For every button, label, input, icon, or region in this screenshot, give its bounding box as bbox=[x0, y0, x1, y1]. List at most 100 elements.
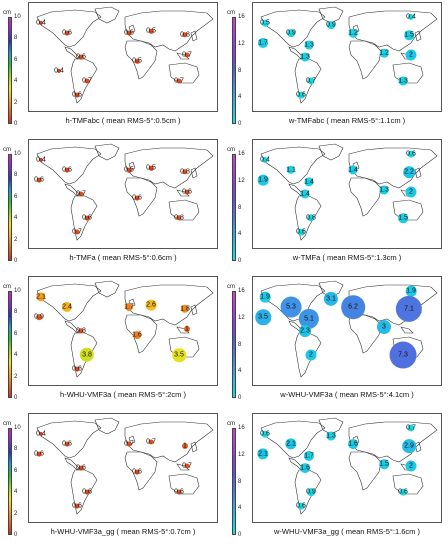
station-marker bbox=[176, 215, 182, 221]
station-value-label: 2.6 bbox=[146, 301, 156, 309]
continent-outline bbox=[318, 6, 344, 24]
station-marker bbox=[305, 349, 317, 361]
continent-outline bbox=[168, 199, 200, 221]
colorbar-gradient bbox=[8, 17, 12, 124]
continent-outline bbox=[176, 463, 190, 471]
station-marker bbox=[403, 166, 415, 178]
station-marker bbox=[297, 91, 305, 99]
station-value-label: 0.6 bbox=[62, 29, 72, 37]
continent-outline bbox=[348, 177, 382, 217]
station-value-label: 1.8 bbox=[180, 305, 190, 313]
continent-outline bbox=[260, 146, 326, 185]
continent-outline bbox=[318, 143, 344, 161]
station-value-label: 1.6 bbox=[300, 464, 310, 472]
station-value-label: 0.8 bbox=[174, 214, 184, 222]
station-value-label: 1.9 bbox=[258, 176, 268, 184]
world-map: 1.9 5.3 3.1 1.9 3.5 5.1 6.2 7.1 3 2.3 2 7.3 bbox=[252, 276, 442, 386]
station-value-label: 6.2 bbox=[348, 303, 358, 311]
station-value-label: 0.6 bbox=[72, 502, 82, 510]
colorbar-tick-label: 16 bbox=[238, 425, 245, 431]
station-value-label: 2 bbox=[309, 351, 313, 359]
station-marker bbox=[398, 76, 408, 86]
station-marker bbox=[379, 48, 389, 58]
station-value-label: 0.6 bbox=[132, 468, 142, 476]
colorbar-tick-label: 0 bbox=[238, 395, 242, 401]
station-value-label: 2.1 bbox=[36, 293, 46, 301]
station-marker bbox=[64, 30, 70, 36]
station-marker bbox=[176, 78, 182, 84]
station-marker bbox=[78, 191, 84, 197]
continent-outline bbox=[190, 441, 198, 453]
panel-caption: w-WHU-VMF3a_gg ( mean RMS-5°:1.6cm ) bbox=[274, 527, 420, 536]
station-value-label: 0.6 bbox=[260, 430, 270, 438]
station-value-label: 1.1 bbox=[286, 166, 296, 174]
station-value-label: 0.6 bbox=[296, 502, 306, 510]
colorbar-tick-label: 8 bbox=[14, 309, 18, 316]
station-value-label: 3.5 bbox=[174, 351, 184, 359]
station-value-label: 0.4 bbox=[260, 156, 270, 164]
station-marker bbox=[348, 439, 358, 449]
continent-outline bbox=[176, 189, 190, 197]
station-value-label: 0.6 bbox=[76, 53, 86, 61]
colorbar-unit-label: cm bbox=[227, 147, 235, 153]
colorbar-tick-label: 8 bbox=[238, 67, 242, 74]
continent-outline bbox=[94, 280, 120, 298]
station-marker bbox=[124, 302, 134, 312]
station-value-label: 1.3 bbox=[379, 186, 389, 194]
continent-outline bbox=[124, 147, 214, 189]
continent-outline bbox=[414, 441, 422, 453]
continent-outline bbox=[94, 143, 120, 161]
station-marker bbox=[36, 177, 42, 183]
panel-caption: h-WHU-VMF3a ( mean RMS-5°:2cm ) bbox=[60, 390, 186, 399]
station-value-label: 0.7 bbox=[76, 190, 86, 198]
continent-outline bbox=[414, 30, 422, 42]
station-marker bbox=[38, 431, 44, 437]
colorbar-tick-label: 8 bbox=[238, 204, 242, 211]
continent-outline bbox=[124, 451, 158, 491]
panel-h-whu-vmf3a-gg: cm 10 8 6 4 2 0 0.4 0.6 0.7 0.7 1 0.6 0.6 0.6 0.7 0.6 0.6… bbox=[0, 411, 224, 548]
colorbar: cm 16 12 8 4 0 bbox=[227, 10, 249, 127]
station-value-label: 7.1 bbox=[404, 305, 414, 313]
station-marker bbox=[184, 189, 190, 195]
colorbar-tick-label: 8 bbox=[238, 478, 242, 485]
station-marker bbox=[126, 167, 132, 173]
station-marker bbox=[134, 195, 140, 201]
station-value-label: 0.8 bbox=[306, 214, 316, 222]
station-marker bbox=[184, 52, 190, 58]
colorbar-tick-label: 10 bbox=[14, 14, 21, 20]
station-marker bbox=[64, 441, 70, 447]
colorbar-tick-label: 2 bbox=[14, 373, 18, 380]
station-marker bbox=[300, 189, 310, 199]
station-marker bbox=[379, 185, 389, 195]
station-value-label: 2.3 bbox=[300, 327, 310, 335]
continent-outline bbox=[348, 451, 382, 491]
colorbar-tick-label: 0 bbox=[14, 395, 18, 401]
continent-outline bbox=[294, 58, 322, 104]
world-map: 0.5 0.9 0.9 0.4 1.7 1.3 1.2 1.5 1.3 1.2 2 0.7 1.3 0.6 bbox=[252, 2, 442, 112]
panel-caption: h-TMFabc ( mean RMS-5°:0.5cm ) bbox=[65, 116, 181, 125]
station-value-label: 1 bbox=[185, 325, 189, 333]
station-marker bbox=[134, 469, 140, 475]
station-value-label: 1.7 bbox=[258, 39, 268, 47]
station-marker bbox=[78, 328, 84, 334]
colorbar-tick-label: 6 bbox=[14, 56, 18, 63]
station-marker bbox=[307, 214, 315, 222]
continent-outline bbox=[190, 304, 198, 316]
station-value-label: 1.9 bbox=[260, 293, 270, 301]
station-value-label: 1.3 bbox=[300, 53, 310, 61]
colorbar-tick-label: 10 bbox=[14, 425, 21, 431]
colorbar-tick-label: 10 bbox=[14, 151, 21, 157]
station-marker bbox=[84, 78, 90, 84]
station-marker bbox=[297, 228, 305, 236]
continent-outline bbox=[70, 469, 98, 515]
panel-caption: h-TMFa ( mean RMS-5°:0.6cm ) bbox=[69, 253, 177, 262]
station-marker bbox=[172, 348, 186, 362]
station-value-label: 0.7 bbox=[174, 77, 184, 85]
station-value-label: 1.3 bbox=[398, 77, 408, 85]
colorbar-tick-label: 2 bbox=[14, 99, 18, 106]
station-marker bbox=[405, 49, 417, 61]
station-value-label: 1.5 bbox=[404, 31, 414, 39]
station-marker bbox=[299, 325, 311, 337]
colorbar-tick-label: 0 bbox=[238, 121, 242, 127]
station-value-label: 0.4 bbox=[36, 156, 46, 164]
